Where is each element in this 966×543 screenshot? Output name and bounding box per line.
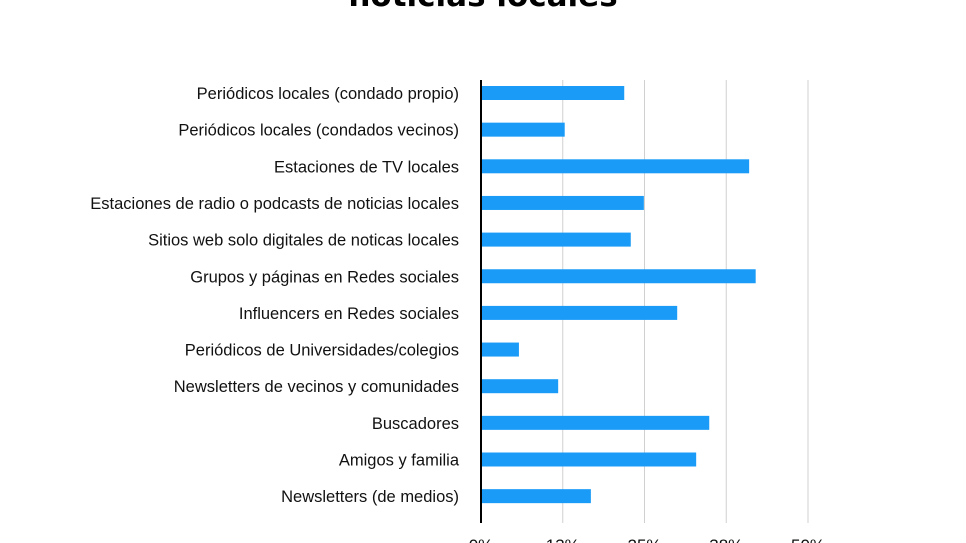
x-tick-label: 13%	[546, 536, 580, 543]
bar	[482, 489, 591, 504]
x-tick-label: 38%	[709, 536, 743, 543]
bar	[482, 232, 631, 247]
category-label: Estaciones de radio o podcasts de notici…	[90, 195, 459, 213]
bar	[482, 342, 519, 357]
bar	[482, 159, 750, 174]
category-label: Newsletters (de medios)	[281, 488, 459, 506]
category-label: Newsletters de vecinos y comunidades	[174, 378, 459, 396]
bar	[482, 86, 625, 100]
category-label: Estaciones de TV locales	[274, 158, 459, 176]
category-label: Grupos y páginas en Redes sociales	[190, 268, 459, 286]
category-label: Buscadores	[372, 415, 459, 433]
category-label: Amigos y familia	[339, 452, 460, 470]
bar	[482, 452, 697, 467]
chart-title: noticias locales	[0, 0, 966, 14]
x-tick-label: 25%	[627, 536, 661, 543]
category-label: Periódicos locales (condados vecinos)	[178, 122, 459, 140]
x-tick-label: 0%	[469, 536, 494, 543]
category-label: Periódicos de Universidades/colegios	[185, 342, 459, 360]
category-label: Sitios web solo digitales de noticas loc…	[148, 232, 459, 250]
bar	[482, 195, 644, 210]
bar	[482, 269, 756, 284]
x-tick-label: 50%	[791, 536, 825, 543]
bar	[482, 305, 678, 320]
category-label: Influencers en Redes sociales	[239, 305, 459, 323]
bar	[482, 415, 710, 430]
category-label: Periódicos locales (condado propio)	[197, 85, 459, 103]
bar	[482, 379, 559, 394]
bar	[482, 122, 565, 137]
